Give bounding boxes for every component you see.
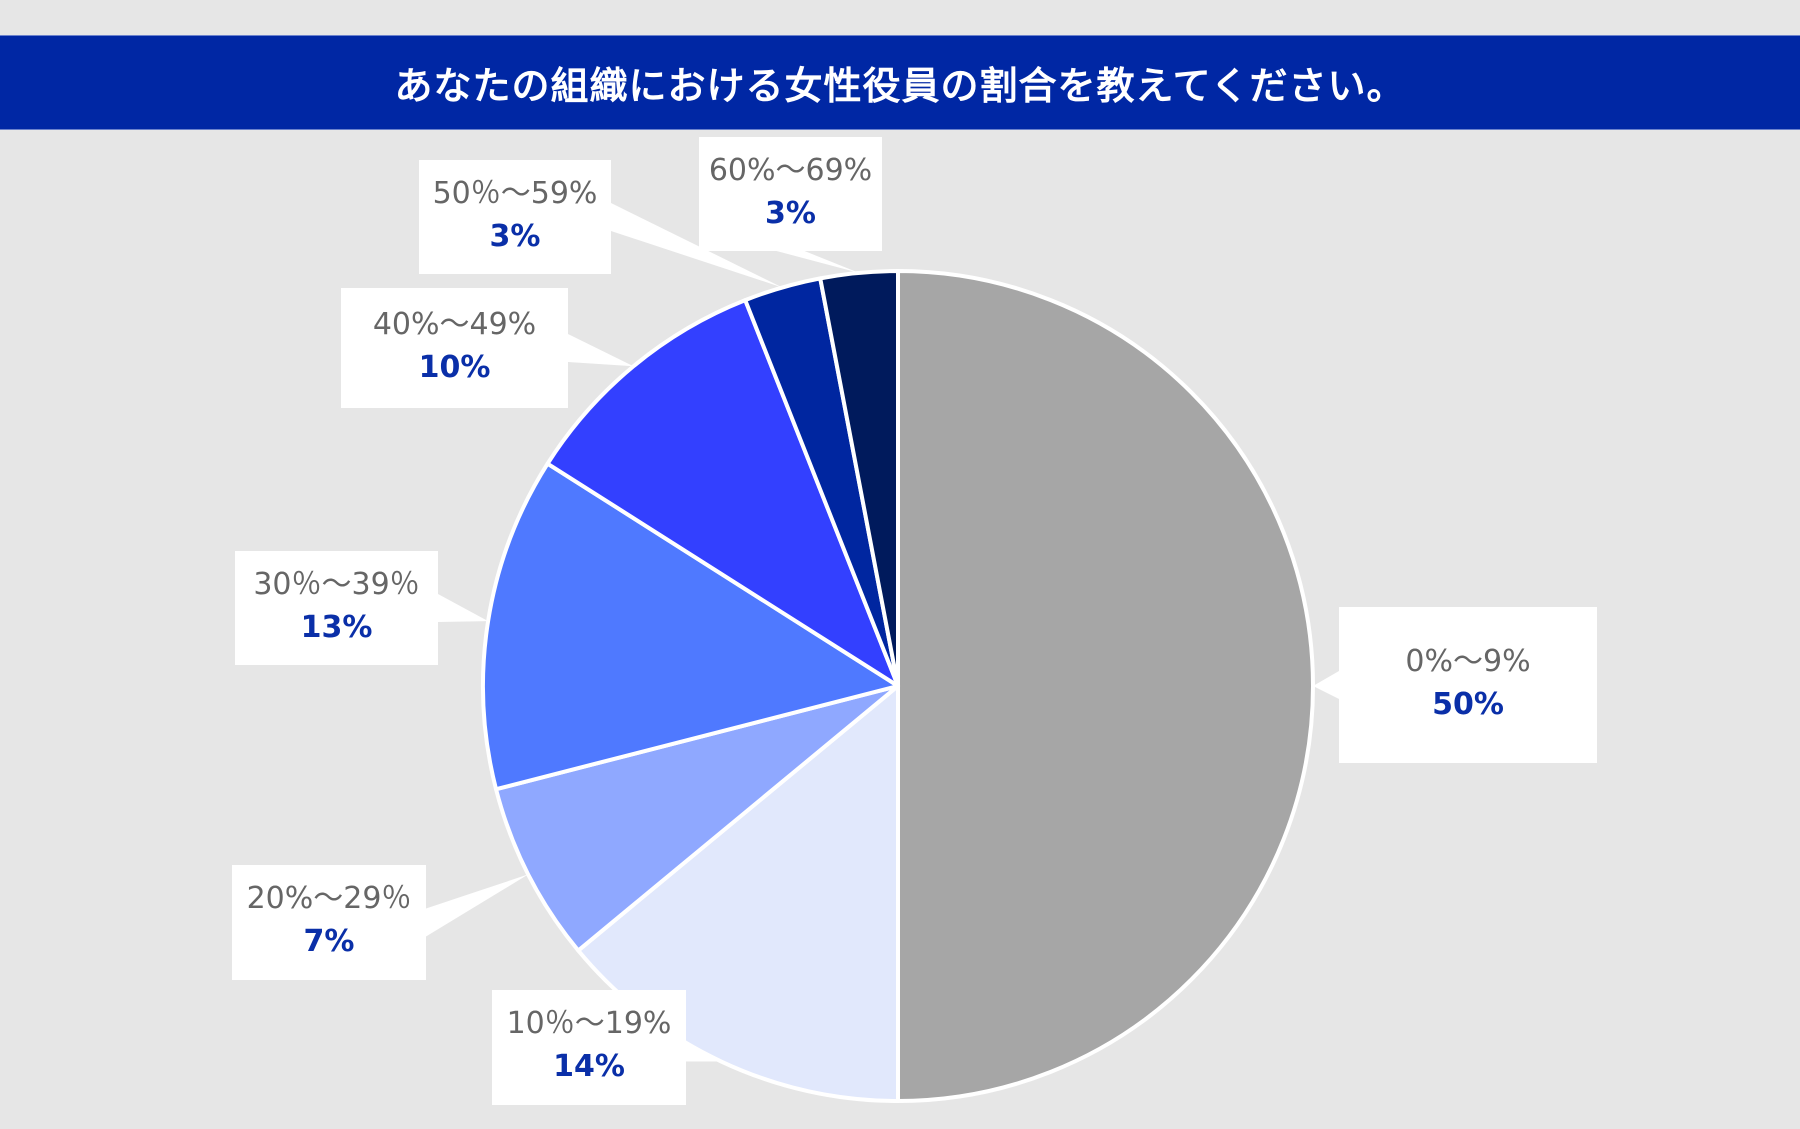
data-label-10-19: 10％〜19% 14%	[492, 990, 686, 1105]
callout-leader	[1313, 671, 1339, 699]
label-category: 50％〜59%	[432, 175, 598, 211]
pie-slice	[545, 298, 900, 688]
data-label-50-59: 50％〜59% 3%	[419, 160, 611, 274]
label-value: 3%	[489, 218, 541, 254]
pie-slices	[481, 269, 1315, 1103]
data-label-30-39: 30％〜39％ 13%	[235, 551, 438, 665]
pie-slice	[494, 684, 900, 953]
label-category: 40%〜49%	[372, 306, 537, 342]
data-label-60-69: 60%〜69% 3%	[699, 137, 882, 251]
label-category: 10％〜19%	[506, 1006, 672, 1041]
pie-slice	[818, 269, 900, 688]
label-value: 13%	[300, 609, 373, 645]
data-label-20-29: 20%〜29％ 7%	[232, 865, 426, 980]
label-category: 0%〜9%	[1405, 643, 1531, 679]
callout-leader	[426, 874, 529, 937]
label-category: 60%〜69%	[708, 152, 873, 188]
callout-leader	[611, 203, 783, 288]
label-value: 10%	[418, 349, 491, 385]
label-category: 30％〜39％	[253, 566, 420, 602]
label-value: 14%	[553, 1049, 625, 1084]
chart-title: あなたの組織における女性役員の割合を教えてください。	[394, 64, 1406, 108]
data-label-40-49: 40%〜49% 10%	[341, 288, 568, 408]
callout-leader	[776, 251, 859, 273]
label-value: 50%	[1432, 686, 1504, 722]
title-bar: あなたの組織における女性役員の割合を教えてください。	[0, 35, 1800, 130]
label-value: 7%	[303, 924, 355, 959]
pie-slice	[896, 269, 1315, 1103]
label-value: 3%	[765, 195, 816, 231]
callout-leader	[568, 334, 634, 367]
data-label-0-9: 0%〜9% 50%	[1339, 607, 1597, 763]
label-category: 20%〜29％	[246, 881, 412, 916]
callout-leaders	[426, 203, 1339, 1062]
pie-slice	[481, 461, 900, 792]
callout-leader	[438, 594, 489, 622]
